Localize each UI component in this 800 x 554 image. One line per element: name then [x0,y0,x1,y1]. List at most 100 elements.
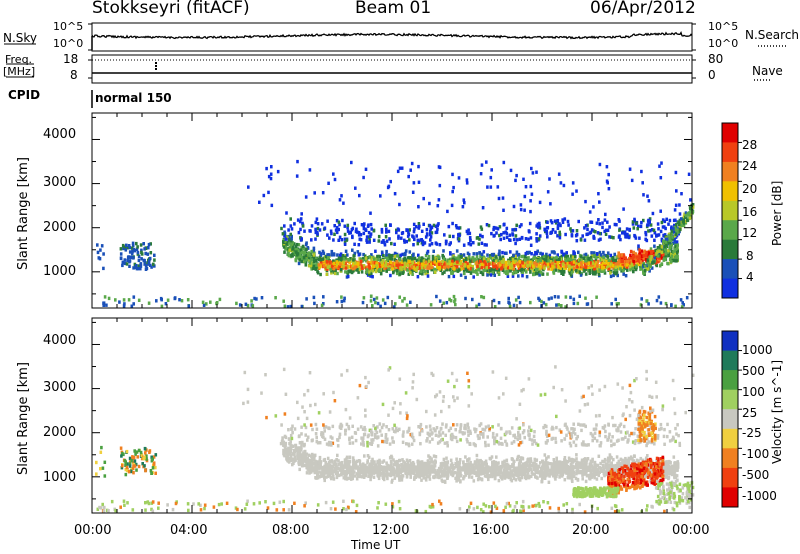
power-cell [291,245,295,249]
power-cell [589,230,593,234]
power-cell [295,256,298,260]
power-cell [339,262,342,266]
power-cell [664,257,667,261]
power-cell [670,249,674,253]
power-cell [677,232,680,236]
power-cell [559,266,562,270]
velocity-cell [128,464,132,468]
power-cell [397,234,400,238]
velocity-cell [125,449,129,454]
power-cell [547,258,550,263]
power-cell [579,273,583,277]
power-cell [535,237,538,241]
velocity-cell [455,479,458,483]
power-cell [412,181,416,185]
power-cell [640,220,643,225]
power-cell [574,255,577,259]
power-cell [591,261,595,265]
velocity-cell [150,455,153,459]
power-cell [598,268,601,272]
velocity-cell [343,458,347,462]
power-cell [127,244,131,248]
power-cell [645,251,648,255]
power-cell [575,232,579,237]
power-cell [555,257,559,262]
power-cell [324,259,327,263]
velocity-cell [409,462,413,466]
power-cell [637,224,640,228]
power-cell [407,230,410,234]
power-cell [405,239,408,244]
power-cell [590,251,593,255]
power-cell [132,256,135,260]
power-cell [351,248,354,252]
power-cell [364,256,368,260]
velocity-cell [443,464,446,468]
power-cell [670,260,673,264]
power-cell [559,263,562,268]
power-cell [509,263,513,267]
power-cell [513,263,516,268]
power-cell [340,238,344,242]
power-cell [503,264,506,268]
power-cell [475,261,478,265]
power-cell [338,265,341,269]
power-cell [497,272,501,276]
power-cell [650,234,654,238]
power-cell [283,232,287,236]
power-cell [490,267,494,271]
power-cell [635,264,638,268]
power-cell [282,245,286,249]
power-cell [603,258,607,262]
power-cell [384,264,388,268]
velocity-cell [420,478,423,482]
power-cell [430,265,434,270]
power-cell [678,203,681,207]
power-cell [353,261,357,265]
power-cell [624,274,628,278]
power-cell [372,267,375,271]
power-cell [584,252,588,257]
power-cell [425,233,429,237]
power-cell [420,264,423,268]
velocity-cell [137,464,141,469]
power-cell [530,265,534,269]
velocity-cell [349,474,353,479]
power-cell [321,191,325,195]
power-cell [382,254,385,258]
velocity-cell [402,468,406,473]
power-cell [639,224,643,229]
velocity-cell [289,456,293,460]
velocity-cell [667,467,670,471]
power-cell [526,251,530,255]
power-cell [464,267,468,271]
power-cell [622,255,626,259]
power-cell [304,259,308,264]
power-cell [543,228,547,232]
power-cell [186,298,190,302]
power-cell [385,269,388,273]
power-cell [159,296,163,301]
power-cell [454,302,457,307]
power-cell [674,232,678,236]
velocity-cell [132,471,135,475]
power-cell [541,252,544,256]
power-cell [296,252,300,256]
power-cell [307,251,311,255]
power-cell [535,170,538,174]
power-cell [432,249,435,253]
power-cell [643,249,646,253]
velocity-cell [152,461,156,465]
power-cell [123,258,127,262]
power-cell [339,258,343,262]
power-cell [334,228,338,232]
power-cell [360,223,364,227]
power-cell [391,267,394,271]
power-cell [283,234,286,238]
velocity-cell [398,468,402,472]
power-cell [461,262,465,266]
power-cell [583,226,586,230]
power-cell [537,237,541,241]
power-cell [505,231,509,236]
power-cell [342,201,345,205]
